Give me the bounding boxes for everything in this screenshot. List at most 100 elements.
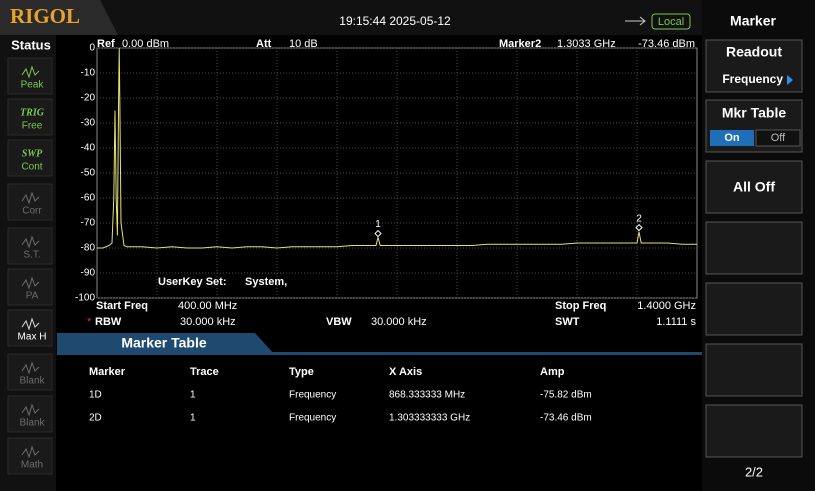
status-glyph [21,235,40,249]
table-title: Marker Table [121,335,207,351]
table-cell: Frequency [289,413,336,424]
status-icon [7,268,53,306]
status-label: PA [26,291,39,302]
status-icon [7,395,53,433]
table-cell: 1 [190,413,196,424]
table-tab [57,333,275,355]
y-tick-label: -80 [81,243,96,254]
stop: 1.4000 GHz [637,300,696,312]
toggle-off[interactable] [755,129,801,147]
arrow [787,75,793,85]
status-icon [7,183,53,221]
status-glyph [21,65,40,79]
status-label: Blank [19,376,45,387]
table-cell: 1.303333333 GHz [389,413,470,424]
status-glyph [21,276,40,290]
table-cell: 2D [89,413,102,424]
status-icon [7,98,53,136]
table-cell: 868.333333 MHz [389,390,465,401]
toggle-on[interactable] [710,130,754,146]
start: 400.00 MHz [178,300,237,312]
status-label: Max H [18,332,47,343]
marker-freq: 1.3033 GHz [557,38,616,50]
y-tick-label: -30 [81,118,96,129]
ref-label: Ref [97,38,115,50]
y-tick-label: 0 [89,43,95,54]
toggle-off-label: Off [771,132,786,144]
softkey-label: Readout [726,44,782,60]
status-glyph [21,361,40,375]
softkey-empty[interactable] [705,221,803,275]
rbw-label: RBW [95,316,122,328]
status-icon [7,57,53,95]
marker [374,229,382,238]
softkey-all-off[interactable] [705,160,803,214]
table-cell: -75.82 dBm [540,390,592,401]
y-tick-label: -100 [75,293,95,304]
top-bar [0,0,702,35]
status-icon [7,353,53,391]
softkey-value: Frequency [722,72,783,86]
status-tag: TRIG [20,107,45,118]
table-cell: -73.46 dBm [540,413,592,424]
marker-label: 2 [636,213,642,224]
status-label: S.T. [23,250,40,261]
softkey-empty[interactable] [705,343,803,397]
mode-box [651,13,691,30]
brand: RIGOL [10,4,80,28]
y-tick-label: -60 [81,193,96,204]
status-icon [7,437,53,475]
status-label: Free [22,121,43,132]
mode: Local [658,16,684,28]
userkey-label: UserKey Set: [158,276,226,288]
y-tick-label: -10 [81,68,96,79]
status-icon [7,227,53,265]
column-header: Trace [190,366,219,378]
status-title: Status [11,37,51,52]
status-glyph [21,445,40,459]
softkey-readout[interactable] [705,39,803,93]
marker [635,223,643,232]
status-glyph [21,191,40,205]
status-glyph [21,403,40,417]
softkey-empty[interactable] [705,404,803,458]
status-label: Blank [19,418,45,429]
toggle-on-label: On [724,132,740,144]
column-header: X Axis [389,366,422,378]
y-tick-label: -70 [81,218,96,229]
marker-label: Marker2 [499,38,541,50]
marker-label: 1 [375,219,381,230]
column-header: Amp [540,366,565,378]
swt: 1.1111 s [656,316,696,328]
menu-title: Marker [730,13,776,29]
rbw-star: * [87,316,92,328]
table-cell: Frequency [289,390,336,401]
rbw: 30.000 kHz [180,316,236,328]
att: 10 dB [289,38,318,50]
y-tick-label: -50 [81,168,96,179]
att-label: Att [256,38,272,50]
status-glyph [21,317,40,331]
logo-bg [0,0,118,35]
swt-label: SWT [555,316,580,328]
softkey-empty[interactable] [705,282,803,336]
status-tag: SWP [22,148,43,159]
status-icon [7,309,53,347]
vbw: 30.000 kHz [371,316,427,328]
status-label: Corr [22,206,42,217]
table-cell: 1D [89,390,102,401]
stop-label: Stop Freq [555,300,606,312]
table-bar [57,352,702,355]
datetime: 19:15:44 2025-05-12 [339,14,451,28]
status-icon [7,139,53,177]
y-tick-label: -20 [81,93,96,104]
y-tick-label: -40 [81,143,96,154]
softkey-label: Mkr Table [722,105,787,121]
softkey-label: All Off [733,179,775,195]
start-label: Start Freq [96,300,148,312]
status-label: Peak [21,80,45,91]
usb-icon [625,16,646,26]
y-tick-label: -90 [81,268,96,279]
status-label: Math [21,460,43,471]
